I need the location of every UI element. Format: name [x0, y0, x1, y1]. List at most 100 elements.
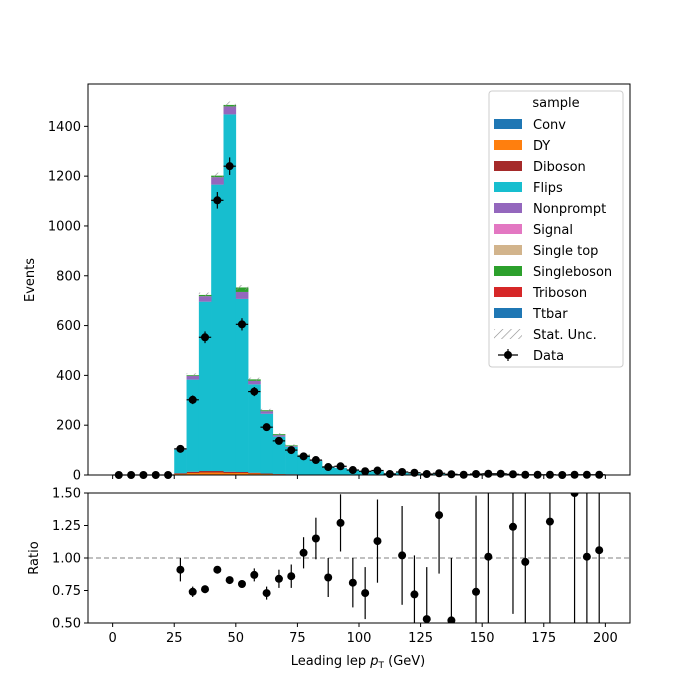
ratio-point [484, 552, 493, 561]
data-point [447, 470, 456, 479]
bar-flips [285, 446, 298, 475]
ratio-y-tick-label: 1.50 [52, 487, 81, 502]
main-y-axis: 0 200 400 600 800 1000 1200 1400 [48, 120, 88, 484]
ratio-point [373, 537, 382, 546]
x-tick-label: 125 [408, 631, 433, 646]
data-point [435, 469, 444, 478]
ratio-point [336, 518, 345, 527]
legend-swatch-triboson [494, 287, 522, 297]
bar-flips [235, 298, 249, 473]
stat-unc-bin [223, 101, 236, 109]
data-point [410, 468, 419, 477]
data-point [250, 387, 259, 396]
ratio-point [324, 573, 333, 582]
bar-nonprompt [223, 106, 237, 115]
legend-label-signal: Signal [533, 223, 573, 238]
y-tick-label: 1200 [48, 170, 81, 185]
data-point [237, 320, 246, 329]
data-point [472, 470, 481, 479]
legend-swatch-conv [494, 119, 522, 129]
legend-swatch-diboson [494, 161, 522, 171]
ratio-point [348, 578, 357, 587]
ratio-point [361, 589, 370, 598]
stat-unc-bin [248, 377, 261, 382]
main-y-axis-label: Events [23, 258, 38, 302]
data-point [299, 452, 308, 461]
legend-title: sample [532, 96, 579, 111]
bar-nonprompt [272, 435, 286, 437]
ratio-point [435, 511, 444, 520]
ratio-point [237, 580, 246, 588]
bar-flips [174, 449, 187, 474]
ratio-point [570, 493, 579, 497]
legend-swatch-stat-unc [494, 329, 522, 339]
bar-dy [211, 472, 224, 475]
legend: sample Conv DY Diboson Flips Nonprompt Signal… [488, 90, 624, 368]
bar-diboson [248, 472, 261, 474]
ratio-point [311, 534, 320, 543]
ratio-point [508, 522, 517, 531]
legend-swatch-flips [494, 182, 522, 192]
ratio-point [213, 565, 222, 574]
bar-flips [211, 184, 224, 472]
bar-diboson [198, 471, 212, 473]
ratio-point [225, 576, 234, 585]
ratio-panel: 0.50 0.75 1.00 1.25 1.50 0 25 50 75 100 125 150 175… [27, 487, 631, 671]
ratio-point [398, 551, 407, 560]
x-tick-label: 0 [108, 631, 116, 646]
bar-nonprompt [211, 177, 224, 185]
legend-label-diboson: Diboson [533, 160, 586, 175]
legend-data-marker [504, 351, 512, 359]
ratio-point [545, 517, 554, 526]
legend-label-single-top: Single top [533, 244, 598, 259]
x-tick-label: 200 [593, 631, 618, 646]
data-point [311, 456, 320, 465]
legend-frame [488, 90, 624, 368]
ratio-y-axis: 0.50 0.75 1.00 1.25 1.50 [52, 487, 88, 632]
legend-label-data: Data [533, 349, 564, 364]
bar-dy [235, 473, 249, 475]
y-tick-label: 0 [73, 469, 81, 484]
x-axis-label: Leading lep pT (GeV) [291, 654, 425, 671]
data-point [176, 444, 185, 453]
y-tick-label: 1400 [48, 120, 81, 135]
y-tick-label: 600 [56, 319, 81, 334]
ratio-point [472, 587, 481, 596]
bar-diboson [186, 471, 200, 474]
data-point [274, 436, 283, 445]
ratio-point [299, 548, 308, 557]
ratio-y-axis-label: Ratio [27, 541, 42, 574]
stat-unc-bin [272, 433, 286, 436]
ratio-y-tick-label: 1.25 [52, 519, 81, 534]
bar-nonprompt [198, 296, 212, 302]
bar-diboson [174, 473, 187, 475]
ratio-y-tick-label: 0.75 [52, 584, 81, 599]
data-point [201, 333, 210, 342]
legend-swatch-ttbar [494, 308, 522, 318]
x-tick-label: 25 [166, 631, 183, 646]
data-point [373, 466, 382, 475]
bar-dy [198, 472, 212, 475]
x-tick-label: 50 [228, 631, 245, 646]
ratio-point [274, 574, 283, 583]
ratio-point [410, 590, 419, 599]
legend-label-triboson: Triboson [532, 286, 587, 301]
data-point [336, 462, 345, 471]
legend-swatch-single-top [494, 245, 522, 255]
main-panel: 0 200 400 600 800 1000 1200 1400 Events [23, 83, 631, 484]
main-x-axis [112, 475, 606, 479]
y-tick-label: 1000 [48, 219, 81, 234]
x-tick-label: 150 [470, 631, 495, 646]
ratio-point [201, 585, 210, 594]
data-point [422, 470, 431, 479]
bar-diboson [211, 471, 224, 473]
data-point [287, 446, 296, 455]
bar-flips [186, 379, 200, 472]
x-tick-label: 75 [289, 631, 306, 646]
bar-flips [223, 114, 237, 472]
bar-nonprompt [235, 291, 249, 299]
data-point [398, 468, 407, 477]
data-point [484, 469, 493, 478]
bar-flips [248, 384, 261, 473]
